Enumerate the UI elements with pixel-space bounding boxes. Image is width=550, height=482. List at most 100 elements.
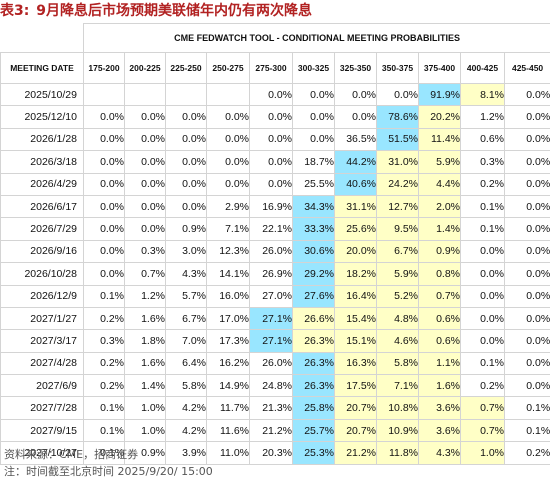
probability-cell: 0.0% [206, 105, 250, 129]
meeting-date-cell: 2027/3/17 [0, 329, 84, 353]
rate-range-header: 275-300 [249, 52, 293, 84]
table-row: 2026/4/29 0.0% 0.0% 0.0% 0.0% 0.0% 25.5% 40.6% 2… [0, 172, 550, 196]
probability-cell [206, 82, 250, 107]
probability-cell: 0.9% [165, 217, 207, 241]
probability-cell: 0.1% [83, 396, 125, 420]
time-note: 注：时间截至北京时间 2025/9/20/ 15:00 [4, 465, 213, 478]
probability-cell: 36.5% [334, 127, 377, 152]
probability-cell: 0.0% [503, 150, 550, 174]
table-row: 2027/1/27 0.2% 1.6% 6.7% 17.0% 27.1% 26.6% 15.4… [0, 306, 550, 331]
probability-cell: 24.2% [376, 172, 419, 196]
probability-cell: 1.2% [124, 284, 166, 308]
probability-cell: 34.3% [292, 194, 335, 219]
probability-cell: 78.6% [376, 105, 419, 129]
probability-cell: 0.0% [376, 82, 419, 107]
probability-cell: 1.4% [124, 374, 166, 398]
probability-cell: 1.0% [460, 441, 505, 465]
probability-cell: 3.0% [165, 239, 207, 264]
meeting-date-cell: 2026/7/29 [0, 217, 84, 241]
table-row: 2027/3/17 0.3% 1.8% 7.0% 17.3% 27.1% 26.3% 15.1… [0, 329, 550, 353]
probability-cell: 0.3% [460, 150, 505, 174]
probability-cell: 20.7% [334, 396, 377, 420]
probability-cell: 0.0% [83, 262, 125, 286]
probability-cell: 0.6% [418, 306, 461, 331]
rate-range-header: 200-225 [124, 52, 166, 84]
probability-cell: 0.1% [460, 194, 505, 219]
probability-cell: 0.2% [460, 374, 505, 398]
probability-cell: 26.9% [249, 262, 293, 286]
probability-cell: 0.7% [460, 418, 505, 443]
probability-cell: 26.6% [292, 306, 335, 331]
probability-cell: 11.6% [206, 418, 250, 443]
probability-cell: 0.0% [503, 217, 550, 241]
rate-range-header: 175-200 [83, 52, 125, 84]
probability-cell: 16.0% [206, 284, 250, 308]
probability-cell: 0.0% [334, 105, 377, 129]
probability-cell: 0.0% [124, 172, 166, 196]
table-number: 表3: [0, 3, 30, 19]
probability-cell: 10.9% [376, 418, 419, 443]
probability-cell: 0.0% [503, 105, 550, 129]
probability-cell [83, 82, 125, 107]
group-header: CME FEDWATCH TOOL - CONDITIONAL MEETING … [82, 23, 550, 53]
probability-cell: 17.5% [334, 374, 377, 398]
probability-cell: 0.0% [503, 82, 550, 107]
fedwatch-probability-table: CME FEDWATCH TOOL - CONDITIONAL MEETING … [0, 23, 550, 465]
probability-cell [124, 82, 166, 107]
probability-cell: 4.6% [376, 329, 419, 353]
probability-cell: 30.6% [292, 239, 335, 264]
probability-cell: 3.6% [418, 396, 461, 420]
title-text: 9月降息后市场预期美联储年内仍有两次降息 [36, 3, 312, 19]
probability-cell: 0.0% [460, 239, 505, 264]
probability-cell: 0.6% [460, 127, 505, 152]
table-row: 2026/1/28 0.0% 0.0% 0.0% 0.0% 0.0% 0.0% 36.5% 51… [0, 127, 550, 152]
probability-cell [165, 82, 207, 107]
meeting-date-cell: 2027/10/27 [0, 441, 84, 465]
probability-cell: 26.3% [292, 374, 335, 398]
meeting-date-cell: 2025/10/29 [0, 82, 84, 107]
probability-cell: 0.1% [83, 418, 125, 443]
probability-cell: 1.6% [418, 374, 461, 398]
meeting-date-cell: 2026/6/17 [0, 194, 84, 219]
probability-cell: 33.3% [292, 217, 335, 241]
probability-cell: 0.1% [460, 351, 505, 376]
probability-cell: 0.0% [249, 127, 293, 152]
probability-cell: 0.0% [124, 194, 166, 219]
table-row: 2027/7/28 0.1% 1.0% 4.2% 11.7% 21.3% 25.8% 20.7… [0, 396, 550, 420]
probability-cell: 12.7% [376, 194, 419, 219]
meeting-date-cell: 2027/6/9 [0, 374, 84, 398]
meeting-date-cell: 2027/4/28 [0, 351, 84, 376]
probability-cell: 4.2% [165, 396, 207, 420]
probability-cell: 0.0% [249, 105, 293, 129]
probability-cell: 20.2% [418, 105, 461, 129]
probability-cell: 0.0% [503, 194, 550, 219]
probability-cell: 20.0% [334, 239, 377, 264]
table-row: 2026/9/16 0.0% 0.3% 3.0% 12.3% 26.0% 30.6% 20.0… [0, 239, 550, 264]
probability-cell: 2.9% [206, 194, 250, 219]
probability-cell: 0.0% [249, 150, 293, 174]
probability-cell: 0.0% [292, 127, 335, 152]
probability-cell: 14.1% [206, 262, 250, 286]
probability-cell: 44.2% [334, 150, 377, 174]
probability-cell: 27.6% [292, 284, 335, 308]
probability-cell: 0.0% [83, 172, 125, 196]
probability-cell: 3.6% [418, 418, 461, 443]
probability-cell: 0.0% [503, 127, 550, 152]
probability-cell: 0.2% [83, 374, 125, 398]
probability-cell: 5.7% [165, 284, 207, 308]
probability-cell: 1.2% [460, 105, 505, 129]
probability-cell: 0.0% [83, 127, 125, 152]
probability-cell: 0.0% [165, 172, 207, 196]
probability-cell: 8.1% [460, 82, 505, 107]
probability-cell: 5.8% [376, 351, 419, 376]
rate-range-header: 375-400 [418, 52, 461, 84]
probability-cell: 0.2% [460, 172, 505, 196]
probability-cell: 0.0% [83, 239, 125, 264]
probability-cell: 25.5% [292, 172, 335, 196]
table-row: 2025/10/29 0.0% 0.0% 0.0% 0.0% 91.9% 8.1% 0.0% [0, 82, 550, 107]
probability-cell: 20.3% [249, 441, 293, 465]
probability-cell: 14.9% [206, 374, 250, 398]
probability-cell: 1.0% [124, 396, 166, 420]
probability-cell: 0.0% [503, 262, 550, 286]
probability-cell: 17.0% [206, 306, 250, 331]
